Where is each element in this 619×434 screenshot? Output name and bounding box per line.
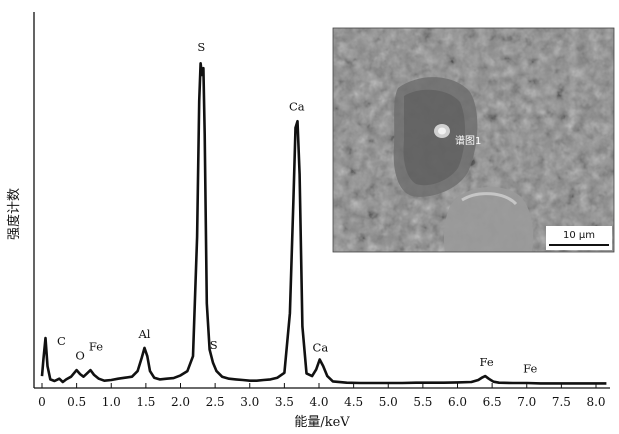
peak-label: Ca: [289, 100, 305, 114]
x-tick-label: 8.0: [586, 395, 605, 409]
x-tick-label: 2.5: [206, 395, 225, 409]
y-axis-title: 强度计数: [6, 188, 22, 240]
peak-label: S: [210, 338, 218, 352]
peak-label: Al: [137, 327, 150, 341]
x-tick-label: 6.5: [483, 395, 502, 409]
peak-label: Fe: [480, 355, 494, 369]
inset-inclusion-highlight: [461, 192, 518, 206]
spectrum-line: [40, 62, 607, 385]
peak-label: S: [197, 40, 205, 54]
x-tick-labels: 0 0.5 1.0 1.5 2.0 2.5 3.0 3.5 4.0 4.5 5.0 5.5 6.0 6.5…: [38, 395, 605, 409]
x-tick-label: 1.5: [136, 395, 155, 409]
peak-label: C: [57, 334, 66, 348]
inset-spectrum-label: 谱图1: [455, 134, 481, 147]
x-tick-label: 0: [38, 395, 46, 409]
x-tick-label: 1.0: [102, 395, 121, 409]
x-tick-label: 3.0: [240, 395, 259, 409]
x-tick-label: 2.0: [171, 395, 190, 409]
x-tick-label: 7.0: [517, 395, 536, 409]
x-tick-label: 6.0: [448, 395, 467, 409]
peak-label: O: [75, 348, 84, 362]
x-tick-label: 4.5: [344, 395, 363, 409]
x-tick-label: 3.5: [275, 395, 294, 409]
x-tick-label: 4.0: [309, 395, 328, 409]
inset-border: [332, 27, 615, 253]
x-tick-label: 0.5: [67, 395, 86, 409]
x-tick-label: 7.5: [552, 395, 571, 409]
inset-inclusion: [443, 186, 534, 252]
peak-label: Fe: [89, 340, 103, 354]
inset-particle-core: [438, 127, 446, 135]
plot-frame: [33, 12, 610, 389]
x-tick-label: 5.5: [413, 395, 432, 409]
sem-inset-image: 谱图1 10 μm: [332, 27, 615, 253]
inset-cavity-shadow: [403, 89, 466, 186]
scale-bar-label: 10 μm: [563, 230, 595, 241]
peak-label: Fe: [523, 362, 537, 376]
x-axis-title: 能量/keV: [294, 415, 350, 430]
peak-label: Ca: [313, 341, 329, 355]
x-tick-label: 5.0: [379, 395, 398, 409]
peak-labels: CO Fe Al S S Ca Ca Fe Fe: [57, 40, 538, 376]
